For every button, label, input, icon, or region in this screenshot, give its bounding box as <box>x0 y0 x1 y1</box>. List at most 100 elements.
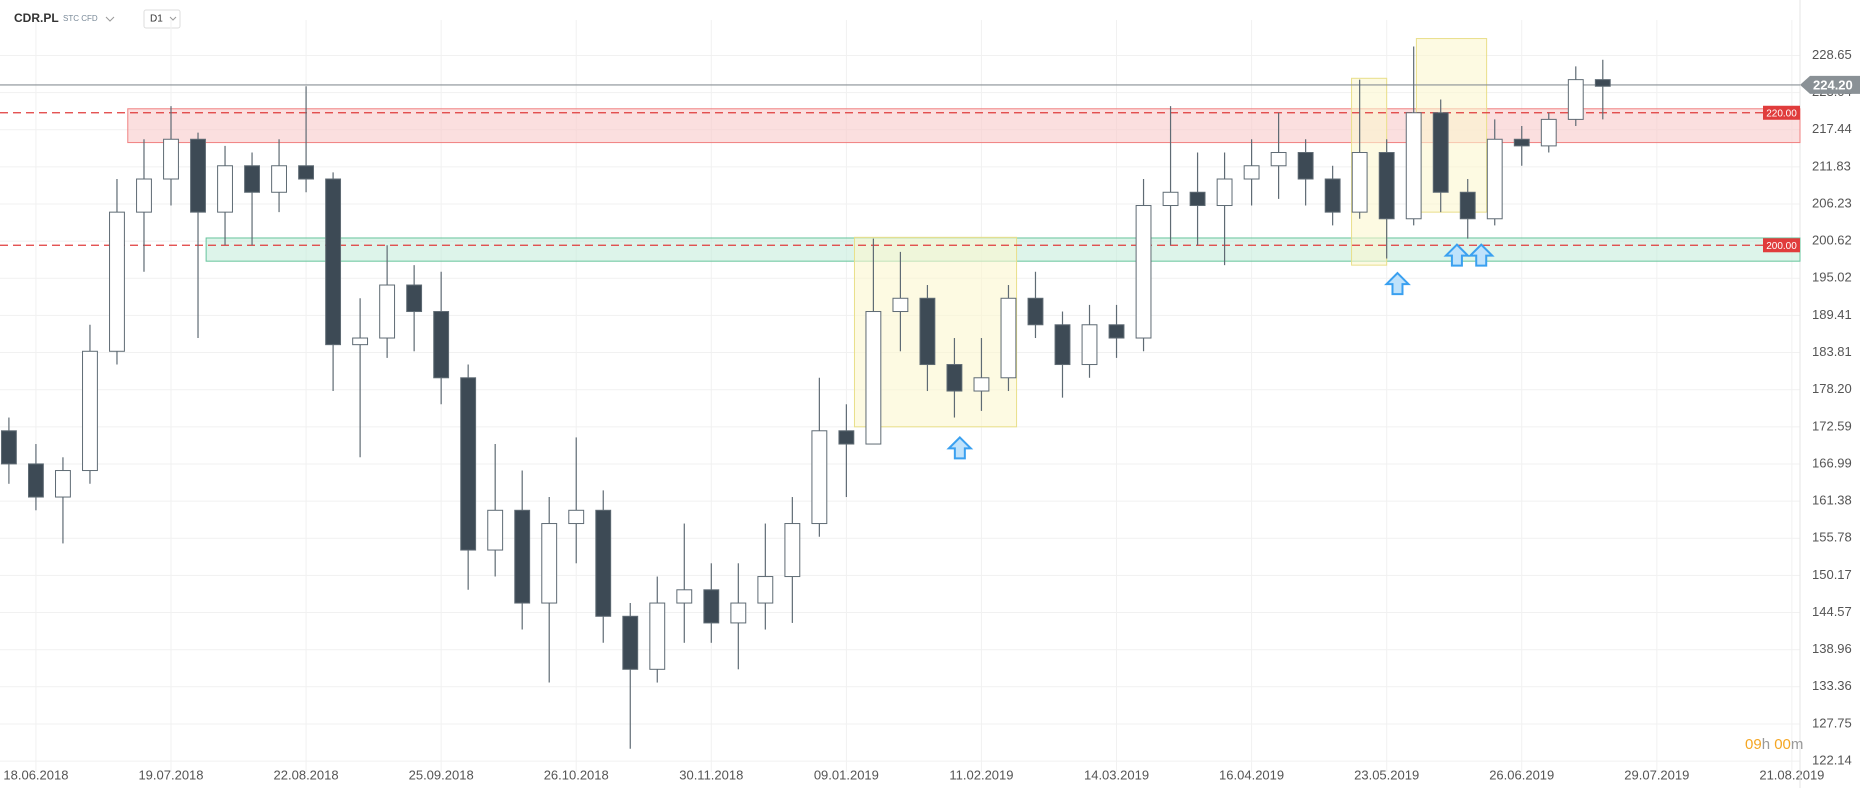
last-price-label: 224.20 <box>1813 77 1853 92</box>
arrow <box>1467 243 1495 267</box>
level-label-box <box>1763 238 1800 253</box>
y-tick-label: 122.14 <box>1812 753 1852 768</box>
candle-body <box>406 284 423 313</box>
symbol[interactable]: CDR.PL <box>14 11 59 25</box>
candle-body <box>811 430 828 525</box>
candle-body <box>352 337 369 346</box>
candle-body <box>1405 112 1422 220</box>
candle-body <box>1216 178 1233 207</box>
candle-body <box>919 297 936 366</box>
y-tick-label: 217.44 <box>1812 121 1852 136</box>
interval[interactable]: D1 <box>150 14 163 25</box>
x-tick-label: 16.04.2019 <box>1219 767 1284 782</box>
candle-body <box>163 138 179 180</box>
x-tick-label: 18.06.2018 <box>3 767 68 782</box>
candle-body <box>1567 79 1584 120</box>
y-tick-label: 127.75 <box>1812 715 1852 730</box>
y-tick-label: 189.41 <box>1812 307 1852 322</box>
candle-body <box>757 576 774 604</box>
arrow <box>946 435 974 460</box>
level-label-box <box>1763 105 1800 120</box>
candle-body <box>838 430 855 445</box>
candle-body <box>433 311 450 379</box>
candle-body <box>1054 324 1071 366</box>
x-tick-label: 11.02.2019 <box>949 767 1013 782</box>
minutes: 00 <box>1774 736 1791 753</box>
candle-body <box>1027 297 1044 326</box>
x-tick-label: 25.09.2018 <box>409 767 474 782</box>
y-tick-label: 172.59 <box>1812 418 1852 433</box>
x-tick-label: 26.06.2019 <box>1489 767 1554 782</box>
candle-body <box>514 509 531 604</box>
candle-body <box>568 509 585 525</box>
x-tick-label: 23.05.2019 <box>1354 767 1419 782</box>
x-tick-label: 09.01.2019 <box>814 767 879 782</box>
dropdown-caret[interactable] <box>105 16 115 22</box>
candle-body <box>973 377 990 392</box>
candle-body <box>541 523 558 604</box>
candle-body <box>1351 152 1368 213</box>
candle-body <box>1594 79 1611 87</box>
x-tick-label: 21.08.2019 <box>1759 767 1824 782</box>
candle-body <box>55 470 71 498</box>
x-tick-label: 19.07.2018 <box>138 767 203 782</box>
candle-body <box>703 589 720 624</box>
candle-body <box>298 165 315 180</box>
level-label: 220.00 <box>1766 108 1797 119</box>
candle-body <box>109 211 125 352</box>
y-tick-label: 166.99 <box>1812 455 1852 470</box>
arrow <box>1384 271 1411 296</box>
candle-body <box>730 602 747 624</box>
candle-body <box>1081 324 1098 366</box>
minutes-unit: m <box>1790 736 1804 753</box>
candle-body <box>1108 324 1125 339</box>
candle-body <box>595 509 612 617</box>
zone <box>1415 38 1488 213</box>
y-tick-label: 228.65 <box>1812 47 1852 62</box>
hours: 09 <box>1745 736 1762 753</box>
zone <box>853 236 1018 428</box>
candle-body <box>1486 138 1503 220</box>
candle-body <box>217 165 233 213</box>
candle-body <box>0 430 17 465</box>
candle-body <box>190 138 206 213</box>
candle-body <box>1189 191 1206 207</box>
y-tick-label: 195.02 <box>1812 270 1852 285</box>
candle-body <box>622 615 639 670</box>
y-tick-label: 133.36 <box>1812 678 1852 693</box>
candle-body <box>865 311 882 445</box>
y-tick-label: 144.57 <box>1812 604 1852 619</box>
candle-body <box>1540 118 1557 147</box>
x-tick-label: 14.03.2019 <box>1084 767 1149 782</box>
candle-body <box>82 350 98 472</box>
candle-body <box>1324 178 1341 213</box>
candle-body <box>28 463 44 498</box>
candle-body <box>946 364 963 392</box>
last-price-box <box>1800 75 1860 94</box>
candle-body <box>1378 152 1395 220</box>
candle-body <box>892 297 909 313</box>
candle-body <box>1432 112 1449 193</box>
candle-body <box>379 284 396 339</box>
level-label: 200.00 <box>1766 241 1797 252</box>
candle-body <box>487 509 504 551</box>
y-tick-label: 150.17 <box>1812 567 1852 582</box>
candle-body <box>1270 152 1287 167</box>
candle-body <box>1162 191 1179 207</box>
candle-body <box>244 165 260 193</box>
x-tick-label: 26.10.2018 <box>544 767 609 782</box>
candle-body <box>1297 152 1314 180</box>
interval-caret[interactable] <box>169 16 177 21</box>
candle-body <box>1135 205 1152 339</box>
candle-body <box>676 589 693 604</box>
candle-body <box>1513 138 1530 147</box>
x-tick-label: 22.08.2018 <box>274 767 339 782</box>
hours-unit: h <box>1761 736 1771 753</box>
candle-body <box>271 165 287 193</box>
y-tick-label: 155.78 <box>1812 530 1852 545</box>
y-tick-label: 138.96 <box>1812 641 1852 656</box>
x-tick-label: 29.07.2019 <box>1624 767 1689 782</box>
instrument-type[interactable]: STC CFD <box>63 14 98 23</box>
